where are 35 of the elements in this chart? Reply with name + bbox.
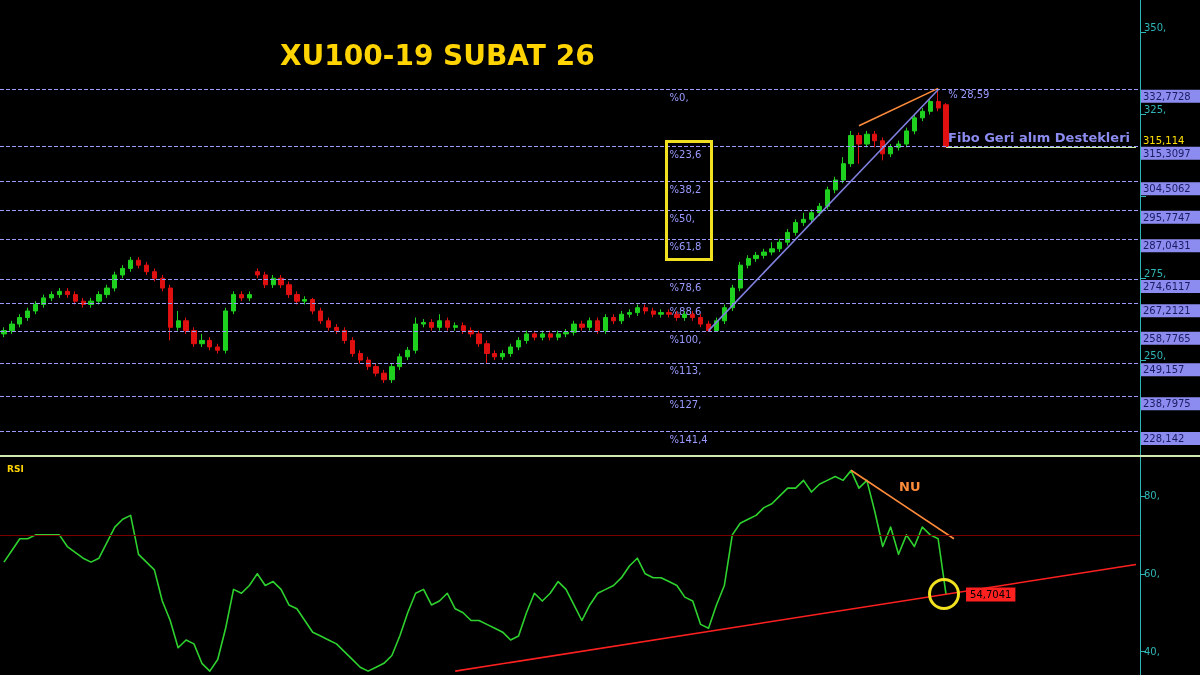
annotation: % 28,59 [948,88,990,100]
annotation: %100, [669,333,702,345]
ref-line-label: 228,142 [1143,433,1185,445]
annotation: %61,8 [669,241,702,253]
text: XU100-19 SUBAT 26 [280,38,595,72]
y-tick-label: 40, [1144,646,1160,658]
y-tick-label: 250, [1144,349,1167,361]
ref-line-label: 274,6117 [1143,281,1191,293]
ref-line-label: 295,7747 [1143,211,1191,223]
data-label: 54,7041 [970,588,1012,600]
ref-line-label: 315,114 [1143,135,1185,147]
annotation: Fibo Geri alım Destekleri [948,129,1130,145]
annotation: %50, [669,212,695,224]
annotation: %141,4 [669,434,708,446]
annotation: NU [899,479,921,495]
annotation: %23,6 [669,148,702,160]
ref-line-label: 267,2121 [1143,305,1191,317]
text: RSI [7,463,24,474]
ref-line-label: 258,7765 [1143,332,1191,344]
ref-line-label: 287,0431 [1143,240,1191,252]
y-tick-label: 350, [1144,22,1167,34]
y-tick-label: 60, [1144,568,1160,580]
annotation: %127, [669,399,702,411]
annotation: %113, [669,365,702,377]
y-tick-label: 325, [1144,104,1167,116]
y-tick-label: 275, [1144,267,1167,279]
annotation: %0, [669,91,689,103]
ref-line-label: 332,7728 [1143,90,1191,102]
ref-line-label: 315,3097 [1143,147,1191,159]
annotation: %38,2 [669,184,702,196]
ref-line-label: 249,157 [1143,364,1185,376]
ref-line-label: 238,7975 [1143,398,1191,410]
y-tick-label: 80, [1144,490,1160,502]
ref-line-label: 304,5062 [1143,183,1191,195]
annotation: %78,6 [669,282,702,294]
